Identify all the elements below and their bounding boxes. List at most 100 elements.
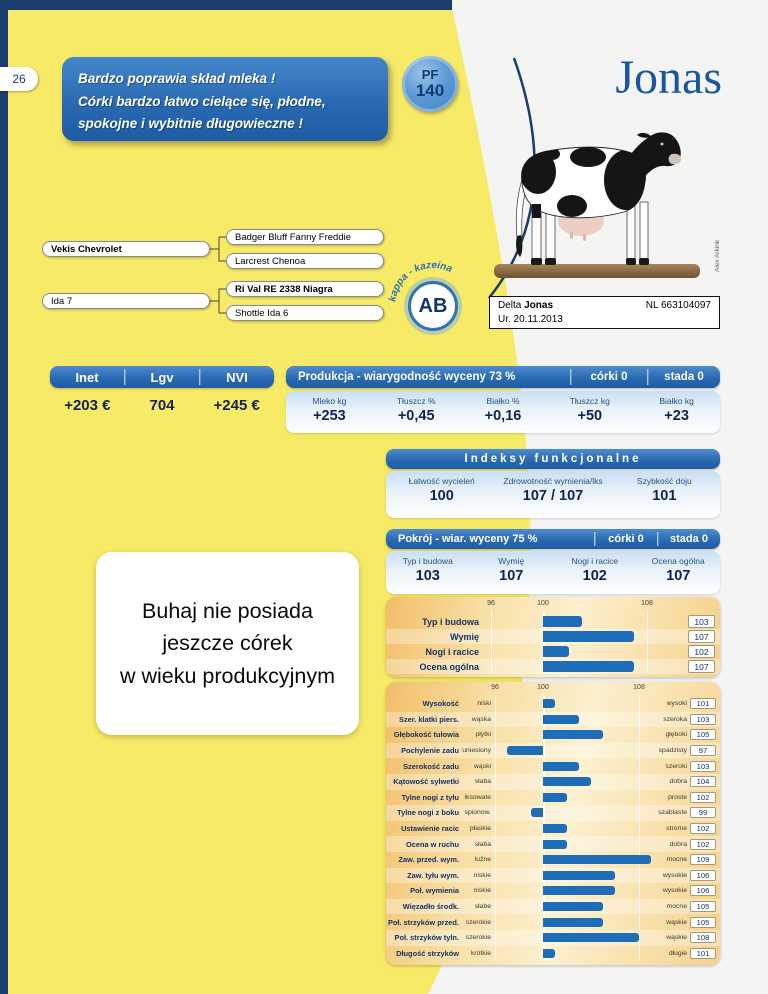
score-bar (543, 917, 603, 927)
row-low-label: spionow. (464, 809, 491, 817)
score-bar (507, 746, 543, 756)
row-high-label: wąskie (666, 934, 687, 942)
stat-value: 107 (666, 568, 691, 584)
stat-col-1: Wymię 107 (470, 551, 554, 594)
name-prefix: Delta (498, 300, 525, 311)
stat-value: +253 (313, 408, 346, 424)
row-low-label: niskie (473, 871, 491, 879)
row-value: 101 (690, 947, 716, 959)
row-label: Zaw. przed. wym. (398, 855, 459, 865)
score-bar (543, 933, 639, 943)
production-header: Produkcja - wiarygodność wyceny 73 % cór… (286, 366, 720, 388)
chart-row-15: Poł. strzyków tyln. szerokie wąskie 108 (386, 930, 720, 946)
row-value: 107 (688, 660, 715, 673)
stat-col-0: Typ i budowa 103 (386, 551, 470, 594)
row-high-label: wysokie (662, 887, 687, 895)
stat-label: Ocena ogólna (651, 556, 705, 566)
page-number: 26 (0, 67, 38, 91)
stat-label: Wymię (498, 556, 525, 566)
production-herds: stada 0 (664, 371, 704, 383)
row-low-label: słaba (474, 840, 491, 848)
stat-value: +0,45 (397, 408, 435, 424)
stat-col-0: Łatwość wycieleń 100 (386, 471, 497, 518)
chart-row-3: Pochylenie zadu uniesiony spadzisty 97 (386, 742, 720, 759)
row-label: Zaw. tyłu wym. (407, 870, 459, 880)
divider (570, 369, 571, 385)
row-label: Nogi i racice (425, 646, 479, 657)
row-high-label: dobra (669, 778, 687, 786)
row-low-label: niski (477, 700, 491, 708)
row-low-label: krótkie (470, 949, 491, 957)
score-bar (531, 808, 543, 818)
conformation-header: Pokrój - wiar. wyceny 75 % córki 0 stada… (386, 529, 720, 549)
axis-tick-100: 100 (537, 600, 549, 607)
row-low-label: słabe (474, 903, 491, 911)
row-label: Poł. strzyków przed. (387, 917, 459, 927)
lgv-value: 704 (149, 397, 175, 414)
registration-number: NL 663104097 (645, 300, 711, 311)
chart-row-2: Nogi i racice 102 (386, 644, 720, 659)
note-line-1: Buhaj nie posiada (142, 599, 313, 624)
stat-label: Białko kg (659, 396, 694, 406)
nvi-value: +245 € (213, 397, 260, 414)
pedigree-sire-sire: Badger Bluff Fanny Freddie (226, 229, 384, 245)
axis-tick-96: 96 (487, 600, 495, 607)
pedigree-dam: Ida 7 (42, 293, 210, 309)
pedigree-dam-sire: Ri Val RE 2338 Niagra (226, 281, 384, 297)
score-bar (543, 839, 567, 849)
stat-label: Szybkość doju (636, 476, 692, 486)
row-label: Poł. wymienia (410, 886, 459, 896)
stat-label: Łatwość wycieleń (408, 476, 475, 486)
score-bar (543, 646, 569, 657)
row-value: 102 (690, 791, 716, 803)
chart-row-14: Poł. strzyków przed. szerokie wąskie 105 (386, 914, 720, 930)
pf-value: 140 (415, 80, 445, 100)
gridline-108 (647, 611, 648, 673)
stat-col-2: Białko % +0,16 (460, 391, 547, 433)
conformation-herds: stada 0 (670, 533, 708, 545)
conformation-daughters: córki 0 (608, 533, 644, 545)
linear-traits-chart: 96 100 108 Wysokość niski wysoki 101 Szer. klat… (386, 682, 720, 965)
conformation-summary-chart: 96 100 108 Typ i budowa 103 Wymię 107 Nogi i ra… (386, 597, 720, 677)
row-label: Wysokość (422, 699, 459, 709)
row-high-label: długie (668, 949, 687, 957)
score-bar (543, 777, 591, 787)
stat-label: Typ i budowa (402, 556, 453, 566)
stat-label: Tłuszcz % (396, 396, 436, 406)
row-value: 103 (690, 760, 716, 772)
functional-header: Indeksy funkcjonalne (386, 449, 720, 469)
row-label: Głębokość tułowia (393, 730, 459, 740)
functional-stats-panel: Łatwość wycieleń 100 Zdrowotność wymienia/… (386, 471, 720, 518)
stat-col-0: Mleko kg +253 (286, 391, 373, 433)
stat-value: +50 (577, 408, 603, 424)
stat-label: Nogi i racice (571, 556, 619, 566)
axis-tick-108: 108 (641, 600, 653, 607)
row-low-label: wąski (474, 762, 491, 770)
note-line-3: w wieku produkcyjnym (119, 663, 336, 688)
row-label: Ustawienie racic (401, 824, 459, 834)
chart-row-1: Szer. klatki piers. wąska szeroka 103 (386, 711, 720, 728)
stat-value: 107 (499, 568, 524, 584)
stat-value: +23 (664, 408, 689, 424)
score-bar (543, 855, 651, 865)
score-bar (543, 699, 555, 709)
stat-label: Białko % (486, 396, 520, 406)
row-label: Długość strzyków (396, 948, 459, 958)
inet-header: Inet (75, 369, 99, 385)
birth-date: Ur. 20.11.2013 (498, 314, 563, 325)
score-bar (543, 902, 603, 912)
stat-col-1: Zdrowotność wymienia/lks 107 / 107 (497, 471, 608, 518)
stat-col-3: Ocena ogólna 107 (637, 551, 721, 594)
row-label: Typ i budowa (422, 616, 479, 627)
no-daughters-note: Buhaj nie posiada jeszcze córek w wieku … (96, 552, 359, 735)
stat-col-1: Tłuszcz % +0,45 (373, 391, 460, 433)
row-label: Kątowość sylwetki (393, 777, 459, 787)
chart-row-2: Głębokość tułowia płytki głęboki 105 (386, 727, 720, 743)
id-box: Delta Jonas NL 663104097 Ur. 20.11.2013 (489, 296, 720, 329)
row-value: 109 (690, 854, 716, 866)
row-value: 97 (690, 745, 716, 757)
row-high-label: szablaste (658, 809, 687, 817)
row-value: 105 (690, 916, 716, 928)
chart-row-16: Długość strzyków krótkie długie 101 (386, 946, 720, 962)
